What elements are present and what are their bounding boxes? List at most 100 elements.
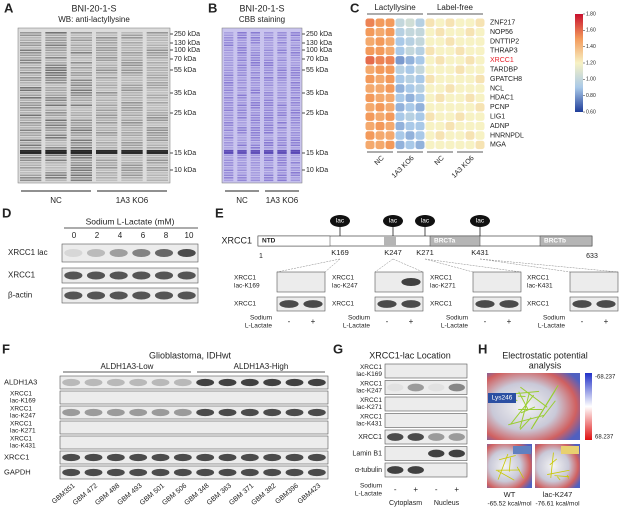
heat-cell [375,93,385,103]
heat-cell [395,37,405,46]
lane-band [237,44,247,47]
band [86,291,106,300]
heat-cell [395,46,405,56]
lane-band [121,134,143,137]
lane-band [45,89,67,92]
heat-cell [465,65,475,74]
heat-cell [435,18,445,27]
rule [374,258,394,273]
lane-band [250,139,260,142]
heat-cell [445,121,455,131]
panel-letter: F [2,341,10,356]
lane-band [121,92,143,94]
site-label: K271 [416,248,434,257]
lane-band [70,47,92,49]
lane-band [250,34,260,37]
heat-cell [385,103,395,112]
lane-band [264,39,274,42]
lane-band [290,54,300,57]
lane-band [121,94,143,97]
lane-band [277,104,287,107]
blot [59,450,329,465]
heat-cell [445,46,455,56]
heat-cell [425,112,435,121]
lane-band [290,87,300,89]
heat-cell [445,140,455,150]
lane-band [96,54,118,57]
rule [479,258,619,273]
rule [276,258,341,273]
heat-cell [375,46,385,56]
lane-band [290,112,300,114]
band [387,383,404,392]
lane-band [45,117,67,119]
lane-band [146,172,168,174]
heat-cell [395,140,405,150]
heat-cell [445,112,455,121]
lane-band [96,59,118,62]
lane-band [277,57,287,59]
lane-band [250,107,260,109]
group-label: Label-free [437,3,474,12]
lane-band [121,132,143,134]
lane-band [237,57,247,59]
lane-band [264,54,274,57]
lane-band [237,124,247,127]
rule [532,385,559,426]
band [132,291,151,300]
panel-letter: H [478,341,487,356]
lane-band [264,119,274,122]
heat-cell [375,140,385,150]
band [173,408,192,417]
lane-band [224,59,234,62]
heat-cell [415,46,425,56]
heat-cell [455,93,465,103]
rule [515,399,518,402]
lane-band [264,144,274,147]
row-label: XRCC1 [10,391,32,398]
lane-band [96,97,118,99]
lane-band [96,62,118,64]
lane-band [224,97,234,99]
heat-cell [455,74,465,84]
lane-band [96,92,118,94]
heat-cell [385,121,395,131]
lane-band [146,104,168,107]
lane-band [121,147,143,149]
lane-band [237,172,247,174]
heat-cell [435,84,445,93]
lane-band [250,164,260,167]
heat-cell [385,18,395,27]
lane-band [250,74,260,77]
lane-band [290,104,300,107]
lane-band [70,92,92,94]
lane-band [250,67,260,69]
lane-band [277,124,287,127]
concentration: 6 [141,231,146,240]
lane-band [264,102,274,104]
lane-band [277,112,287,114]
heat-cell [435,74,445,84]
heat-cell [465,56,475,65]
marker-label: 100 kDa [306,47,332,54]
lane-band [264,94,274,97]
lane-band [264,117,274,119]
lane-band [250,82,260,84]
scale-label: 1.80 [586,11,596,17]
lane-band [121,104,143,107]
lane-band [250,77,260,79]
lane-band [70,32,92,34]
lane-band [146,92,168,94]
lane-band [290,102,300,104]
heat-cell [425,27,435,37]
lane-band [96,162,118,164]
lane-band [224,162,234,164]
band [64,249,83,257]
lane-band [264,134,274,137]
lane-band [45,49,67,52]
row-label: GAPDH [4,467,31,476]
lane-band [70,67,92,69]
lane-band [20,47,42,49]
lane-band [224,139,234,142]
lane-band [121,79,143,82]
